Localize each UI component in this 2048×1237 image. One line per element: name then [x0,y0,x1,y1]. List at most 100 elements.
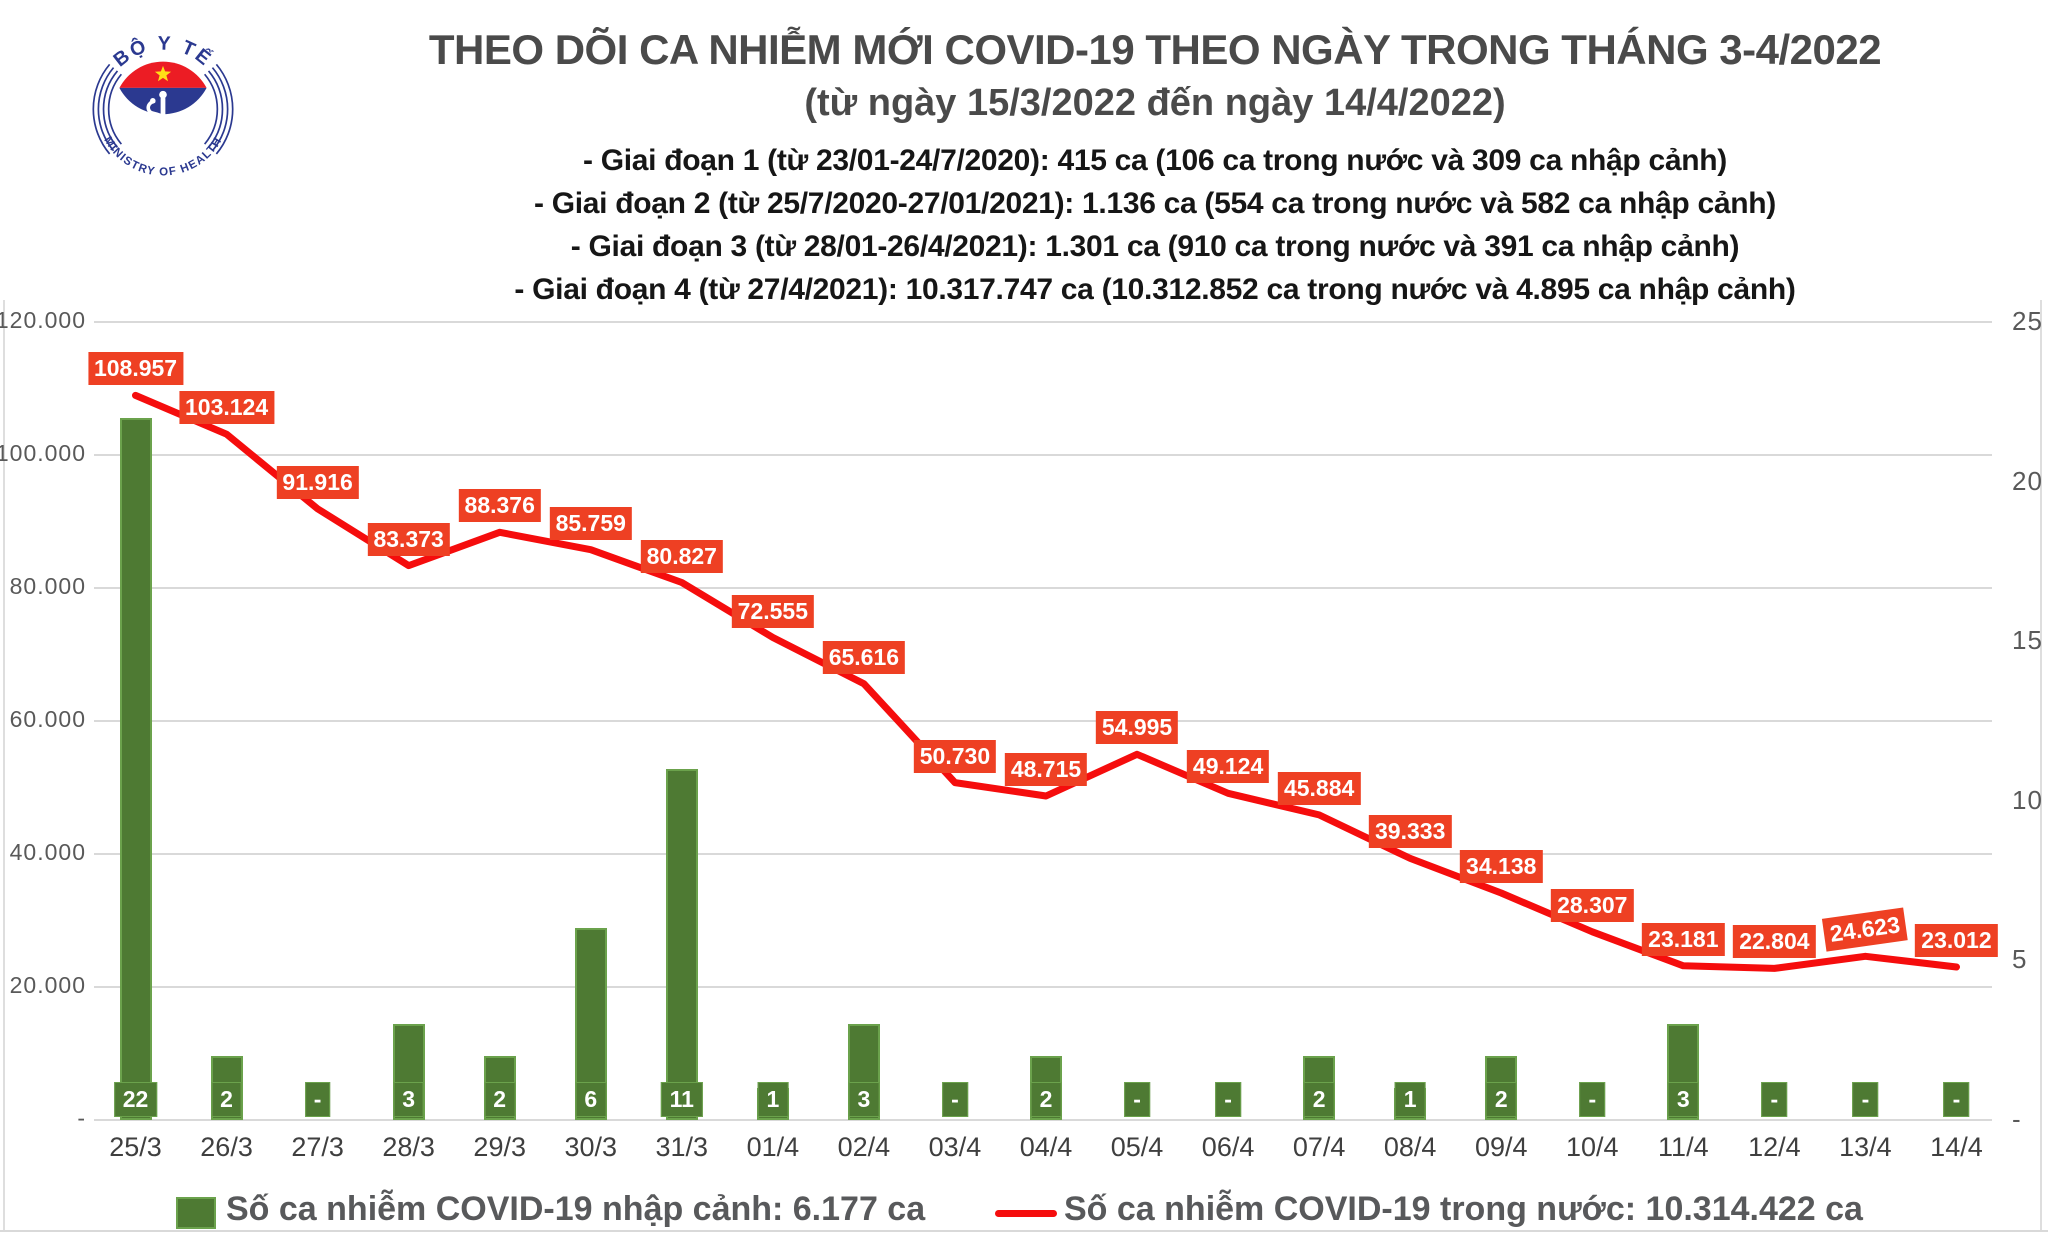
legend-line-swatch [995,1210,1057,1217]
line-point-label: 85.759 [549,506,632,540]
bar-value-label: - [1852,1082,1879,1117]
y2-axis-label: 15 [2012,625,2043,656]
x-axis-label: 14/4 [1930,1132,1983,1162]
line-point-label: 28.307 [1551,888,1634,922]
bar-value-label: 1 [757,1082,789,1117]
y2-axis-label: 10 [2012,784,2043,815]
x-axis-label: 28/3 [382,1132,435,1162]
line-point-label: 39.333 [1369,815,1452,849]
line-point-label: 103.124 [178,391,275,425]
x-axis-label: 29/3 [473,1132,526,1162]
bar-value-label: - [304,1082,331,1117]
bar-value-label: 1 [1394,1082,1426,1117]
logo-side-arcs [92,63,234,155]
gridline [94,587,1992,589]
x-axis-label: 27/3 [291,1132,344,1162]
x-axis-label: 31/3 [655,1132,709,1162]
line-point-label: 72.555 [731,594,815,628]
x-axis-label: 08/4 [1383,1132,1437,1162]
line-point-label: 80.827 [640,539,723,573]
line-point-label: 24.623 [1822,907,1909,952]
chart-legend: Số ca nhiễm COVID-19 nhập cảnh: 6.177 ca… [0,1186,2048,1232]
y-axis-label: 20.000 [9,972,86,998]
phase-2-summary: - Giai đoạn 2 (từ 25/7/2020-27/01/2021):… [534,187,1776,220]
phase-summary: - Giai đoạn 1 (từ 23/01-24/7/2020): 415 … [280,139,2030,311]
x-axis-label: 10/4 [1565,1132,1619,1162]
gridline [94,321,1992,323]
bar-value-label: - [942,1082,968,1117]
gridline [94,1119,1992,1121]
ministry-of-health-logo: BỘ Y TẾ MINISTRY OF HEALTH [92,32,234,179]
line-point-label: 49.124 [1186,750,1270,784]
chart-left-border [3,300,5,1231]
bar-value-label: 11 [660,1082,703,1117]
bar-value-label: - [1943,1082,1970,1117]
x-axis-label: 30/3 [564,1132,618,1162]
page-subtitle: (từ ngày 15/3/2022 đến ngày 14/4/2022) [804,82,1506,124]
bottom-divider [0,1230,2048,1232]
line-point-label: 45.884 [1277,771,1361,805]
bar-value-label: 3 [848,1082,880,1117]
line-point-label: 91.916 [276,465,359,499]
bar-value-label: 3 [393,1082,425,1117]
x-axis-label: 12/4 [1748,1132,1801,1162]
phase-3-summary: - Giai đoạn 3 (từ 28/01-26/4/2021): 1.30… [570,230,1740,263]
line-point-label: 34.138 [1460,849,1543,883]
caduceus-icon [146,90,172,150]
line-point-label: 88.376 [458,489,541,523]
bar-value-label: - [1579,1082,1606,1117]
y-axis-label: 80.000 [9,573,86,599]
trend-polyline [132,391,1960,972]
x-axis-label: 03/4 [928,1132,982,1162]
line-point-label: 65.616 [822,640,906,674]
legend-bar-swatch [176,1197,216,1229]
gridline [94,720,1992,722]
y2-axis-label: 5 [2012,944,2028,975]
y-axis-label: 40.000 [9,839,86,865]
chart-right-border [2040,300,2042,1231]
bar-value-label: 2 [1485,1082,1517,1117]
x-axis-label: 26/3 [200,1132,253,1162]
x-axis-label: 06/4 [1201,1132,1255,1162]
legend-bar-label: Số ca nhiễm COVID-19 nhập cảnh: 6.177 ca [226,1190,926,1228]
y-axis-label: 120.000 [0,307,86,333]
y-axis-label: - [77,1105,86,1131]
line-point-label: 54.995 [1095,711,1179,745]
bar-value-label: - [1215,1082,1241,1117]
line-point-label: 23.181 [1642,922,1725,956]
x-axis-label: 04/4 [1019,1132,1073,1162]
line-point-label: 83.373 [367,522,450,556]
x-axis-label: 07/4 [1292,1132,1346,1162]
x-axis-label: 09/4 [1474,1132,1528,1162]
line-point-label: 23.012 [1915,923,1998,957]
bar-value-label: 2 [1030,1082,1062,1117]
bar [665,768,698,1120]
bar-value-label: 2 [211,1082,242,1117]
bar-value-label: 2 [1303,1082,1335,1117]
y-axis-label: 100.000 [0,440,86,466]
bar-value-label: - [1761,1082,1788,1117]
bar-value-label: 22 [113,1082,158,1117]
line-point-label: 108.957 [87,352,184,386]
y2-axis-label: - [2012,1104,2022,1134]
x-axis-label: 02/4 [837,1132,891,1162]
x-axis-label: 01/4 [746,1132,800,1162]
gridline [94,853,1992,855]
y2-axis-label: 25 [2012,306,2043,336]
line-point-label: 50.730 [913,739,997,773]
bar-value-label: - [1124,1082,1150,1117]
legend-line-label: Số ca nhiễm COVID-19 trong nước: 10.314.… [1064,1190,1863,1228]
phase-1-summary: - Giai đoạn 1 (từ 23/01-24/7/2020): 415 … [583,144,1727,177]
x-axis-label: 13/4 [1839,1132,1892,1162]
bar-value-label: 6 [575,1082,607,1117]
gridline [94,454,1992,456]
page-title: THEO DÕI CA NHIỄM MỚI COVID-19 THEO NGÀY… [428,26,1882,73]
line-point-label: 48.715 [1004,753,1088,787]
gridline [94,986,1992,988]
x-axis-label: 25/3 [109,1132,162,1162]
x-axis-label: 05/4 [1110,1132,1164,1162]
x-axis-label: 11/4 [1658,1132,1709,1162]
line-point-label: 22.804 [1733,925,1816,959]
phase-4-summary: - Giai đoạn 4 (từ 27/4/2021): 10.317.747… [514,273,1796,306]
